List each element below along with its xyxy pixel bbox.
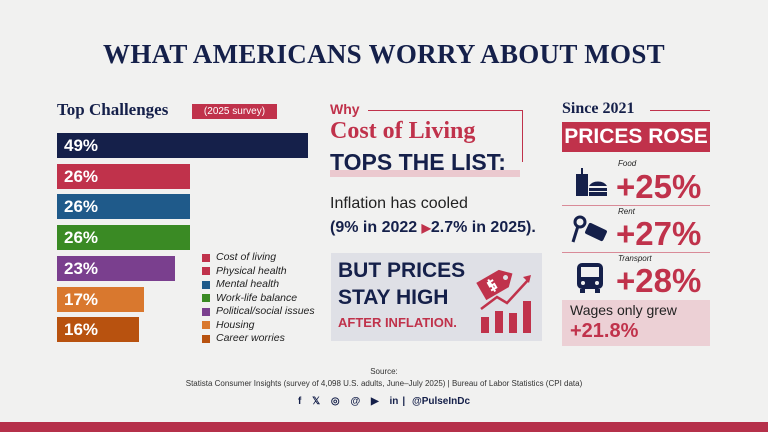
bar-value-label: 23% <box>64 258 99 278</box>
wages-box <box>562 300 710 346</box>
box-line-1: BUT PRICES <box>338 259 466 282</box>
legend-swatch <box>202 334 210 343</box>
legend-swatch <box>202 294 210 303</box>
legend-label: Cost of living <box>216 251 277 263</box>
box-line-2: STAY HIGH <box>338 286 449 309</box>
legend-label: Political/social issues <box>216 305 315 317</box>
bar-political-social-issues: 23% <box>57 255 175 281</box>
divider <box>562 252 710 253</box>
why-label: Why <box>330 101 360 117</box>
legend-item: Mental health <box>202 278 315 292</box>
headline: Cost of Living <box>330 118 476 144</box>
inflation-to: 2.7% in 2025). <box>430 219 536 236</box>
legend-swatch <box>202 280 210 289</box>
legend-label: Housing <box>216 318 255 331</box>
bar-value-label: 17% <box>64 289 99 309</box>
inflation-from: (9% in 2022 <box>330 219 418 236</box>
rent-label: Rent <box>618 207 635 216</box>
legend-swatch <box>202 267 210 276</box>
divider <box>368 110 523 111</box>
legend-swatch <box>202 253 210 262</box>
legend-label: Physical health <box>216 264 287 277</box>
legend-item: Cost of living <box>202 251 315 265</box>
bar-housing: 17% <box>57 286 145 312</box>
chart-heading: Top Challenges <box>57 100 169 119</box>
social-handle[interactable]: @PulseInDc <box>411 396 471 407</box>
rent-value: +27% <box>616 215 702 252</box>
subheadline: TOPS THE LIST: <box>330 149 506 175</box>
legend-swatch <box>202 307 210 316</box>
wages-value: +21.8% <box>570 320 639 342</box>
since-heading: Since 2021 <box>562 100 635 117</box>
food-icon <box>576 168 607 196</box>
instagram-icon[interactable]: ◎ <box>330 396 340 407</box>
bar-mental-health: 26% <box>57 194 191 220</box>
bar-value-label: 16% <box>64 320 99 340</box>
legend-item: Career worries <box>202 332 315 346</box>
key-tag-icon <box>571 215 607 243</box>
inflation-text: Inflation has cooled <box>330 195 468 212</box>
divider <box>562 205 710 206</box>
threads-icon[interactable]: @ <box>350 396 361 407</box>
transport-label: Transport <box>618 254 652 263</box>
chart-legend: Cost of living Physical health Mental heal… <box>202 251 315 346</box>
legend-item: Physical health <box>202 265 315 279</box>
legend-label: Career worries <box>216 332 285 344</box>
wages-label: Wages only grew <box>570 302 677 318</box>
food-value: +25% <box>616 168 702 205</box>
bar-cost-of-living: 49% <box>57 133 308 158</box>
bar-value-label: 49% <box>64 136 99 155</box>
source-text: Statista Consumer Insights (survey of 4,… <box>185 379 583 388</box>
bar-physical-health: 26% <box>57 163 191 189</box>
bar-career-worries: 16% <box>57 317 139 343</box>
bar-value-label: 26% <box>64 197 99 217</box>
legend-label: Work-life balance <box>216 291 298 304</box>
page-title: WHAT AMERICANS WORRY ABOUT MOST <box>103 39 665 69</box>
bar-value-label: 26% <box>64 166 99 186</box>
social-bar: f 𝕏 ◎ @ ▶ in | @PulseInDc <box>297 396 471 407</box>
bottom-bar <box>0 422 768 432</box>
transport-value: +28% <box>616 262 702 299</box>
divider <box>650 110 710 111</box>
legend-swatch <box>202 321 210 330</box>
source-label: Source: <box>370 367 398 376</box>
bar-work-life-balance: 26% <box>57 225 191 251</box>
box-line-3: AFTER INFLATION. <box>338 315 457 330</box>
facebook-icon[interactable]: f <box>297 396 302 407</box>
legend-item: Housing <box>202 319 315 333</box>
bar-value-label: 26% <box>64 228 99 248</box>
x-icon[interactable]: 𝕏 <box>312 396 321 407</box>
bus-icon <box>577 263 603 293</box>
price-tag-chart-icon <box>476 269 531 333</box>
highlight <box>330 170 520 177</box>
legend-label: Mental health <box>216 278 280 290</box>
prices-high-box <box>331 253 542 341</box>
inflation-values: (9% in 2022 ▶2.7% in 2025). <box>330 219 536 237</box>
divider <box>522 110 523 162</box>
youtube-icon[interactable]: ▶ <box>370 396 379 407</box>
legend-item: Work-life balance <box>202 292 315 306</box>
food-label: Food <box>618 159 637 168</box>
legend-item: Political/social issues <box>202 305 315 319</box>
arrow-icon: ▶ <box>421 221 431 235</box>
linkedin-icon[interactable]: in <box>389 396 399 407</box>
prices-rose-banner: PRICES ROSE <box>562 122 710 152</box>
survey-badge: (2025 survey) <box>192 104 277 119</box>
